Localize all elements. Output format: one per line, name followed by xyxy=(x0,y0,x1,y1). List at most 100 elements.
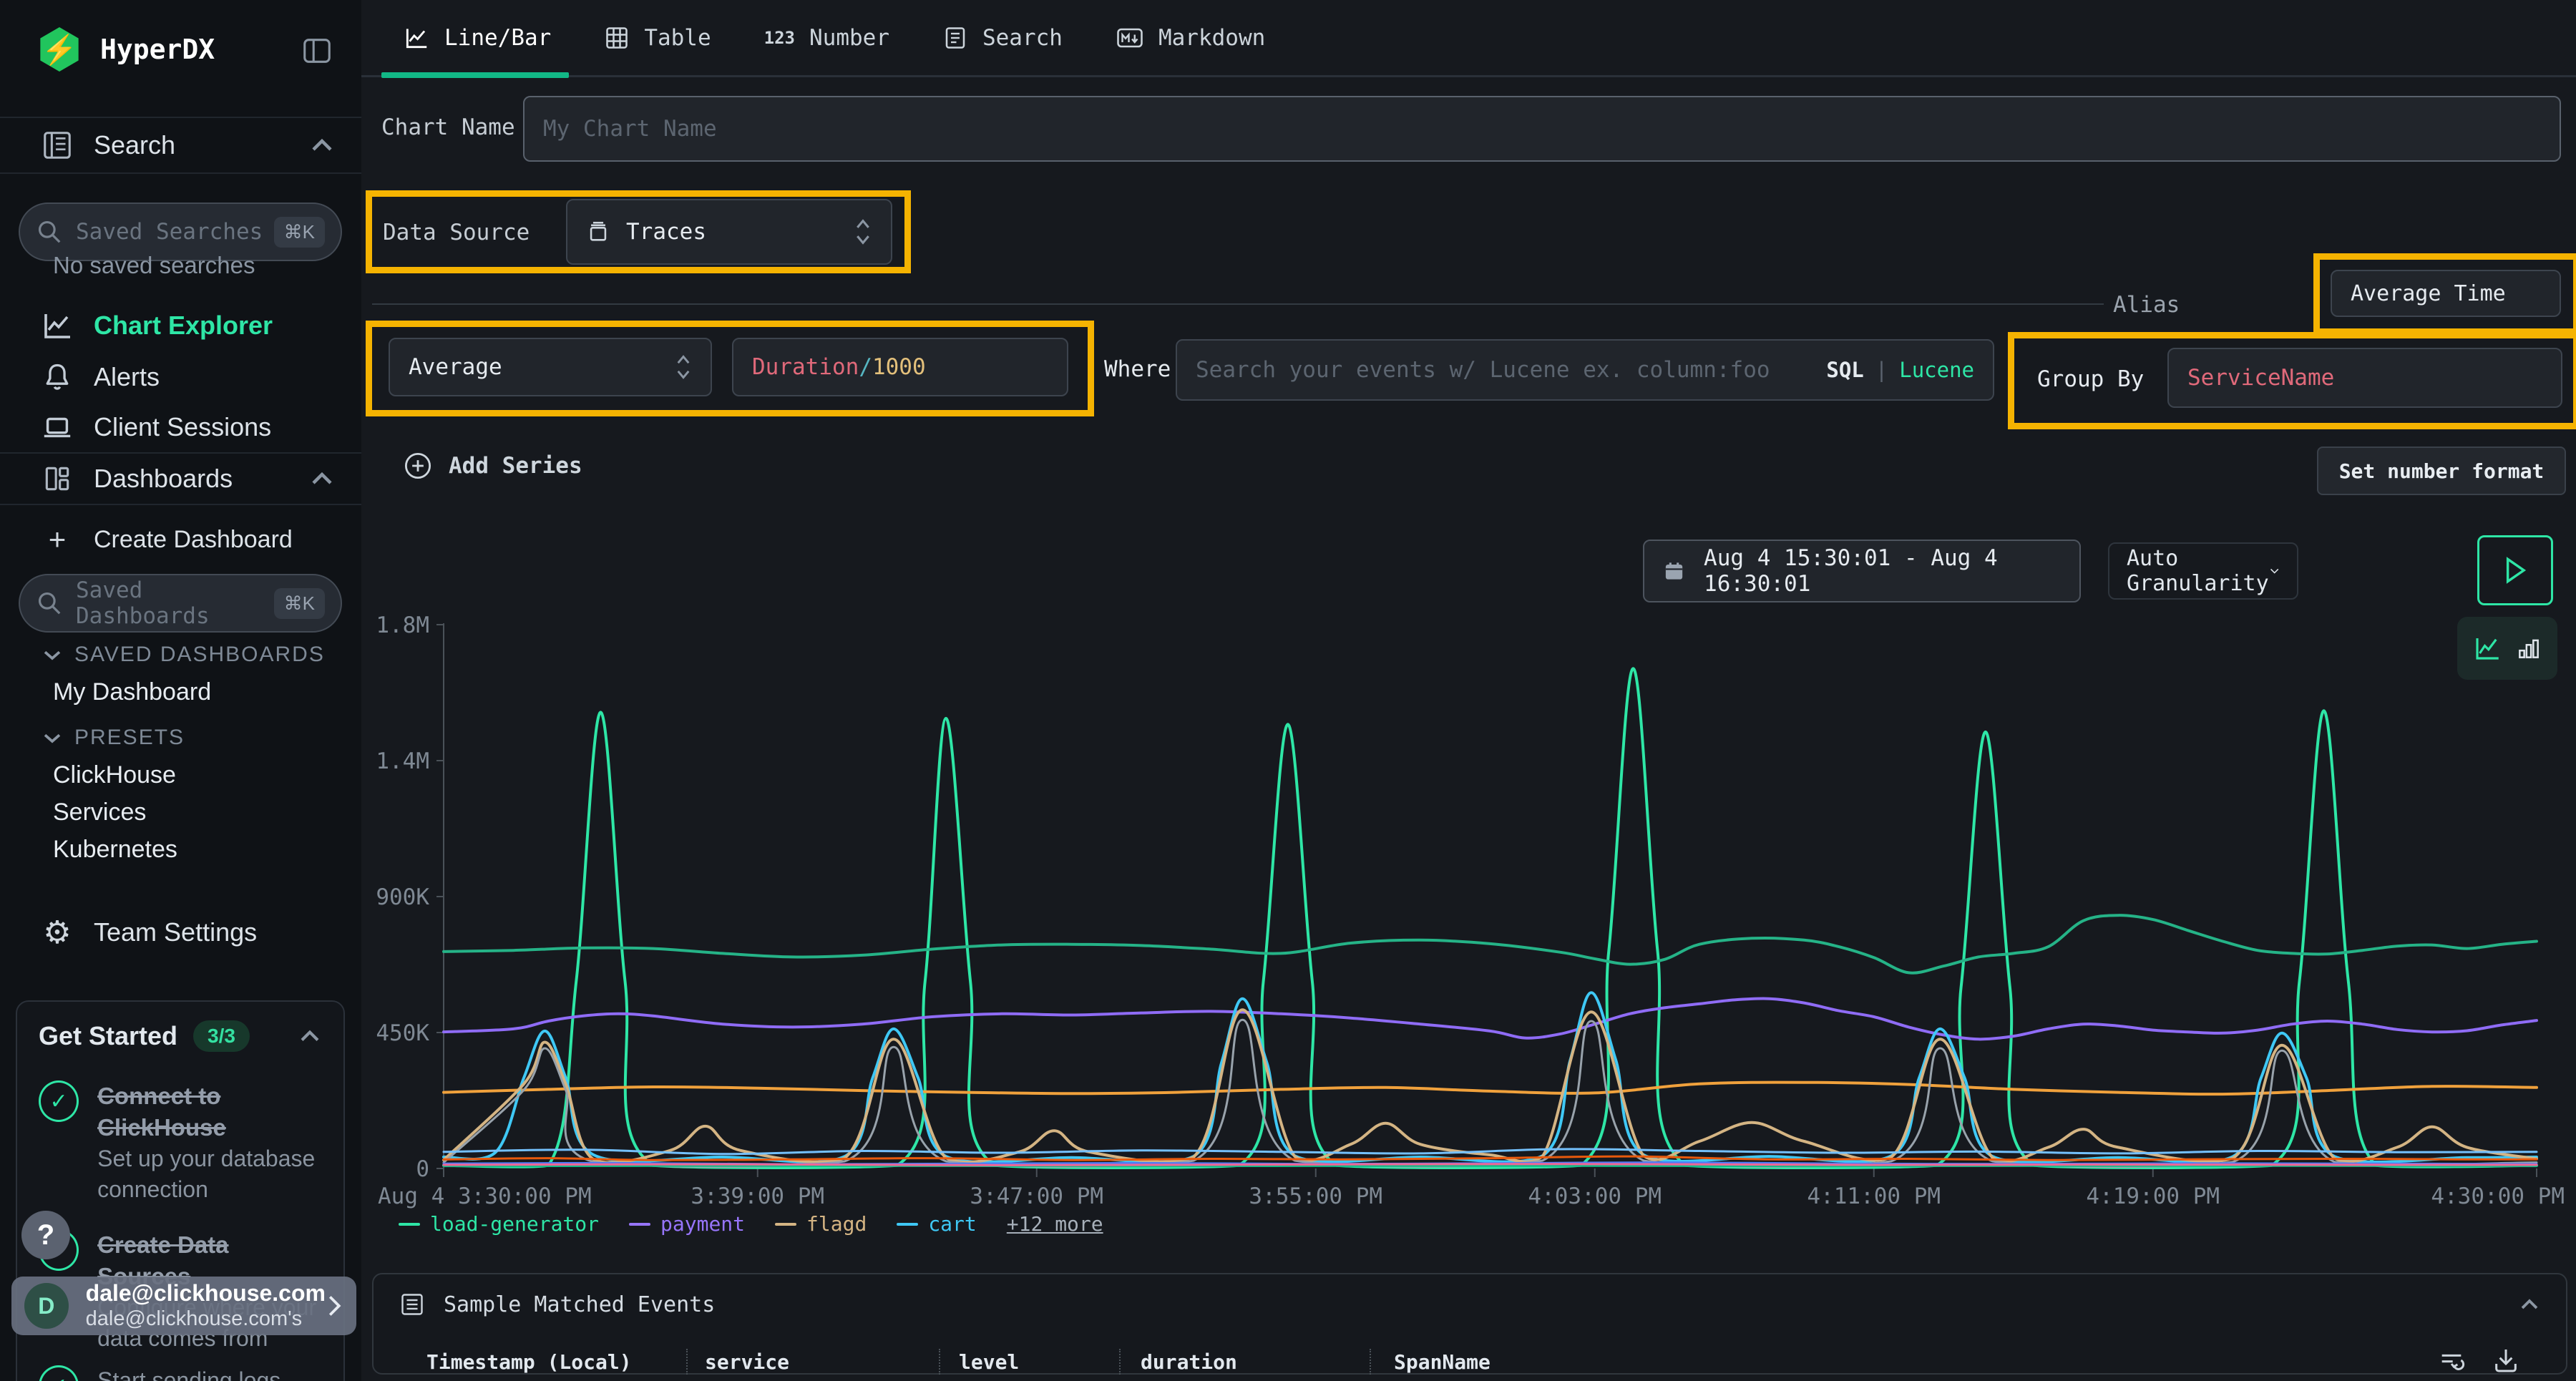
markdown-icon xyxy=(1117,28,1143,47)
sidebar-item-clickhouse[interactable]: ClickHouse xyxy=(53,761,176,789)
search-section-label: Search xyxy=(94,130,176,160)
sidebar-item-alerts[interactable]: Alerts xyxy=(0,352,361,402)
tab-markdown[interactable]: Markdown xyxy=(1116,25,1265,51)
column-header[interactable]: SpanName xyxy=(1370,1349,1713,1375)
annotation-box-alias xyxy=(2313,253,2576,335)
add-series-button[interactable]: Add Series xyxy=(403,451,582,481)
divider xyxy=(372,303,2104,305)
sidebar-item-team-settings[interactable]: ⚙ Team Settings xyxy=(0,907,361,957)
legend-item[interactable]: flagd xyxy=(775,1212,867,1236)
saved-searches-input[interactable]: Saved Searches ⌘K xyxy=(19,202,342,261)
app-logo[interactable]: ⚡ HyperDX xyxy=(37,27,215,72)
get-started-item-3[interactable]: ✓ Start sending logs, metrics, or traces xyxy=(17,1354,343,1381)
play-icon xyxy=(2506,557,2527,584)
divider xyxy=(0,172,361,174)
chevron-up-icon[interactable] xyxy=(298,1028,322,1044)
shortcut-badge: ⌘K xyxy=(273,216,325,248)
alias-value: Average Time xyxy=(2351,280,2506,306)
chart-name-label: Chart Name xyxy=(381,114,515,140)
svg-text:1.8M: 1.8M xyxy=(376,614,429,638)
sidebar-item-services[interactable]: Services xyxy=(53,799,147,826)
sidebar-item-kubernetes[interactable]: Kubernetes xyxy=(53,836,177,863)
bar-chart-toggle-icon[interactable] xyxy=(2515,635,2542,662)
chart-name-input[interactable]: My Chart Name xyxy=(523,96,2561,162)
select-chevrons-icon xyxy=(857,219,869,245)
legend-swatch xyxy=(629,1222,651,1226)
chevron-up-icon[interactable] xyxy=(309,470,335,487)
divider xyxy=(0,504,361,505)
dashboards-icon xyxy=(39,463,75,494)
lucene-mode-toggle[interactable]: Lucene xyxy=(1899,358,1974,382)
sidebar-item-chart-explorer[interactable]: Chart Explorer xyxy=(0,301,361,351)
search-doc-icon xyxy=(945,26,965,49)
legend-item[interactable]: cart xyxy=(897,1212,977,1236)
bell-icon xyxy=(39,361,75,393)
tab-bar: Line/Bar Table 123 Number Search Markdow… xyxy=(361,0,2576,77)
group-by-label: Group By xyxy=(2037,366,2145,392)
chart-svg[interactable]: 0 450K 900K 1.4M 1.8M Aug 4 3:30:00 PM 3:39:00… xyxy=(372,614,2570,1211)
legend-more-link[interactable]: +12 more xyxy=(1006,1212,1103,1236)
aggregation-select[interactable]: Average xyxy=(389,338,712,396)
svg-text:4:03:00 PM: 4:03:00 PM xyxy=(1528,1184,1662,1209)
svg-text:3:39:00 PM: 3:39:00 PM xyxy=(691,1184,824,1209)
gear-icon: ⚙ xyxy=(43,914,72,950)
get-started-item-1[interactable]: ✓ Connect to ClickHouse Set up your data… xyxy=(17,1052,343,1205)
run-query-button[interactable] xyxy=(2477,535,2553,605)
set-number-format-button[interactable]: Set number format xyxy=(2317,446,2566,495)
sidebar-section-dashboards[interactable]: Dashboards xyxy=(0,454,361,504)
column-header[interactable]: duration xyxy=(1119,1349,1370,1375)
field-expr-operator: / xyxy=(859,354,872,380)
svg-text:4:19:00 PM: 4:19:00 PM xyxy=(2086,1184,2220,1209)
help-button[interactable]: ? xyxy=(21,1211,70,1259)
data-source-select[interactable]: Traces xyxy=(566,199,892,265)
sql-mode-toggle[interactable]: SQL xyxy=(1826,358,1864,382)
column-header[interactable]: level xyxy=(939,1349,1119,1375)
date-range-picker[interactable]: Aug 4 15:30:01 - Aug 4 16:30:01 xyxy=(1643,540,2081,602)
live-tail-icon[interactable] xyxy=(2437,1346,2466,1375)
svg-text:0: 0 xyxy=(416,1156,429,1182)
presets-group[interactable]: PRESETS xyxy=(42,726,185,750)
check-circle-icon: ✓ xyxy=(39,1080,79,1122)
column-header[interactable]: service xyxy=(686,1349,939,1375)
tab-table[interactable]: Table xyxy=(604,25,711,51)
alias-input[interactable]: Average Time xyxy=(2331,270,2561,317)
group-by-input[interactable]: ServiceName xyxy=(2167,348,2562,408)
where-input[interactable]: Search your events w/ Lucene ex. column:… xyxy=(1176,339,1994,401)
sidebar-item-label: Client Sessions xyxy=(94,412,272,441)
user-sub: dale@clickhouse.com's xyxy=(85,1307,303,1330)
chevron-up-icon[interactable] xyxy=(309,137,335,154)
chevron-down-icon xyxy=(44,650,61,660)
group-by-value: ServiceName xyxy=(2187,365,2335,391)
user-card[interactable]: D dale@clickhouse.com dale@clickhouse.co… xyxy=(11,1277,356,1335)
collapse-sidebar-icon[interactable] xyxy=(301,34,333,67)
saved-dashboards-input[interactable]: Saved Dashboards ⌘K xyxy=(19,574,342,633)
sidebar: ⚡ HyperDX Search Saved Searches ⌘K No sa… xyxy=(0,0,363,1381)
sidebar-section-search[interactable]: Search xyxy=(0,118,361,172)
sample-events-panel: Sample Matched Events Timestamp (Local) … xyxy=(372,1273,2567,1375)
chart-type-toggle xyxy=(2457,617,2557,680)
sidebar-item-client-sessions[interactable]: Client Sessions xyxy=(0,402,361,452)
tab-search[interactable]: Search xyxy=(942,25,1063,51)
sidebar-item-my-dashboard[interactable]: My Dashboard xyxy=(53,678,212,706)
plus-circle-icon xyxy=(404,452,431,479)
sidebar-item-label: Chart Explorer xyxy=(94,311,273,340)
legend-item[interactable]: payment xyxy=(629,1212,745,1236)
alias-label: Alias xyxy=(2113,292,2180,318)
legend-item[interactable]: load-generator xyxy=(399,1212,599,1236)
download-icon[interactable] xyxy=(2492,1346,2520,1375)
granularity-select[interactable]: Auto Granularity xyxy=(2108,542,2298,600)
saved-dashboards-placeholder: Saved Dashboards xyxy=(76,577,210,629)
field-expr-number: 1000 xyxy=(872,354,926,380)
create-dashboard-button[interactable]: + Create Dashboard xyxy=(0,517,361,562)
line-chart-toggle-icon[interactable] xyxy=(2472,633,2502,663)
tab-number[interactable]: 123 Number xyxy=(763,24,889,51)
magnifier-icon xyxy=(38,220,61,243)
field-expression-input[interactable]: Duration/1000 xyxy=(732,338,1068,396)
data-source-value: Traces xyxy=(626,219,706,245)
shortcut-badge: ⌘K xyxy=(273,587,325,619)
chevron-up-icon[interactable] xyxy=(2519,1297,2540,1312)
tab-line-bar[interactable]: Line/Bar xyxy=(403,24,551,52)
column-header[interactable]: Timestamp (Local) xyxy=(426,1350,632,1374)
saved-dashboards-group[interactable]: SAVED DASHBOARDS xyxy=(42,643,325,667)
legend-swatch xyxy=(775,1222,797,1226)
